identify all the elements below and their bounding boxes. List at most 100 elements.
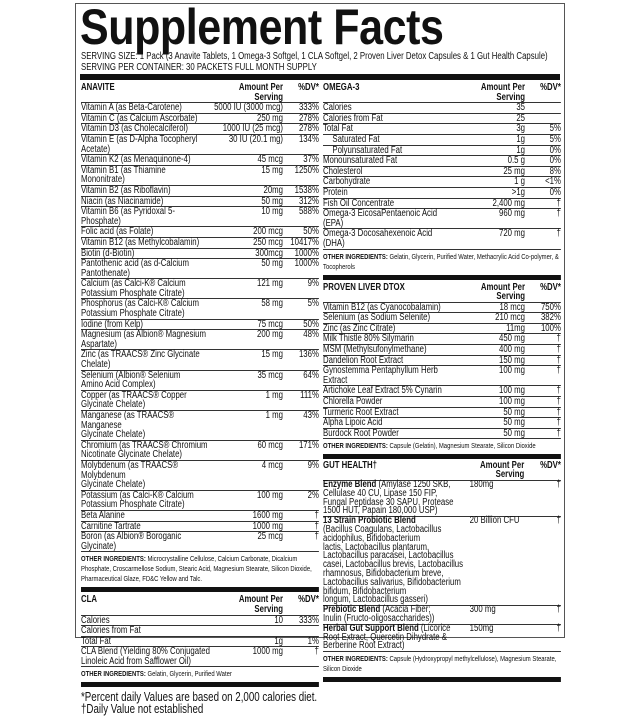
nutrient-row: CLA Blend (Yielding 80% Conjugated Linol… bbox=[81, 647, 319, 668]
nutrient-row: Chlorella Powder 100 mg † bbox=[323, 397, 561, 408]
nutrient-row: Potassium (as Calci-K® Calcium Potassium… bbox=[81, 490, 319, 511]
amount: 450 mg bbox=[498, 333, 526, 345]
ingredient-name: Vitamin E (as D-Alpha Tocopheryl Acetate… bbox=[81, 133, 198, 155]
nutrient-row: Milk Thistle 80% Silymarin 450 mg † bbox=[323, 333, 561, 346]
amount: 0.5 g bbox=[507, 155, 526, 167]
ingredient-name: Vitamin B2 (as Riboflavin) bbox=[81, 184, 171, 196]
ingredient-name: Boron (as Albion® Boroganic Glycinate) bbox=[81, 531, 182, 552]
daily-value: † bbox=[556, 417, 561, 429]
ingredient-name: Monounsaturated Fat bbox=[323, 155, 398, 167]
nutrient-row: Herbal Gut Support Blend (Licorice Root … bbox=[323, 622, 561, 653]
ingredient-name: Folic acid (as Folate) bbox=[81, 226, 154, 238]
amount: 1000 IU (25 mcg) bbox=[222, 123, 284, 135]
divider-bar bbox=[80, 74, 560, 80]
amount: 10 mg bbox=[261, 206, 284, 218]
section-omega: OMEGA-3 Amount Per Serving %DV* Calories 35 C… bbox=[323, 82, 561, 280]
daily-value: 134% bbox=[298, 133, 319, 145]
servings-per-container: SERVING PER CONTAINER: 30 PACKETS FULL M… bbox=[81, 61, 317, 73]
ingredient-name: Turmeric Root Extract bbox=[323, 406, 399, 418]
daily-value: † bbox=[556, 354, 561, 366]
daily-value: † bbox=[556, 479, 561, 490]
footnotes: *Percent daily Values are based on 2,000… bbox=[81, 691, 319, 716]
ingredient-name: Vitamin D3 (as Cholecalciferol) bbox=[81, 123, 188, 135]
ingredient-name: Vitamin B12 (as Methylcobalamin) bbox=[81, 236, 200, 248]
ingredient-name: Calcium (as Calci-K® Calcium Potassium P… bbox=[81, 278, 186, 299]
other-ingredients-label: OTHER INGREDIENTS: bbox=[323, 441, 388, 451]
amount: 300 mg bbox=[469, 604, 496, 616]
other-ingredients: OTHER INGREDIENTS: Microcrystalline Cell… bbox=[81, 552, 319, 585]
section-header: OMEGA-3 Amount Per Serving %DV* bbox=[323, 82, 561, 104]
nutrient-row: Beta Alanine 1600 mg † bbox=[81, 511, 319, 522]
amount: 18 mcg bbox=[499, 301, 526, 313]
daily-value: 278% bbox=[298, 123, 319, 135]
daily-value: 0% bbox=[549, 186, 561, 198]
daily-value: 5% bbox=[307, 298, 319, 310]
daily-value: † bbox=[556, 197, 561, 209]
footnote-dagger: †Daily Value not established bbox=[81, 702, 204, 716]
ingredient-name: Vitamin K2 (as Menaquinone-4) bbox=[81, 154, 191, 166]
ingredient-name: Selenium (Albion® Selenium Amino Acid Co… bbox=[81, 369, 181, 391]
section-header: PROVEN LIVER DTOX Amount Per Serving %DV* bbox=[323, 281, 561, 303]
divider-bar bbox=[323, 454, 561, 460]
amount: 1000 mg bbox=[252, 520, 284, 532]
nutrient-row: Fish Oil Concentrate 2,400 mg † bbox=[323, 197, 561, 210]
amount: 3g bbox=[516, 123, 526, 135]
other-ingredients-label: OTHER INGREDIENTS: bbox=[323, 654, 388, 664]
amount: 35 bbox=[516, 102, 526, 114]
ingredient-name: Iodine (from Kelp) bbox=[81, 318, 143, 330]
nutrient-row: Zinc (as TRAACS® Zinc Glycinate Chelate)… bbox=[81, 349, 319, 371]
other-ingredients-label: OTHER INGREDIENTS: bbox=[323, 251, 388, 261]
other-ingredients-text: Gelatin, Glycerin, Purified Water, Metha… bbox=[323, 251, 559, 271]
amount: 960 mg bbox=[498, 208, 526, 220]
daily-value: † bbox=[314, 509, 319, 521]
daily-value: 312% bbox=[298, 195, 319, 207]
dv-header: %DV* bbox=[540, 82, 561, 93]
daily-value: 37% bbox=[303, 154, 319, 166]
nutrient-row: Omega-3 Docosahexenoic Acid (DHA) 720 mg † bbox=[323, 229, 561, 250]
ingredient-name: Omega-3 EicosaPentaenoic Acid (EPA) bbox=[323, 208, 438, 229]
ingredient-name: Copper (as TRAACS® Copper Glycinate Chel… bbox=[81, 389, 187, 411]
dv-header: %DV* bbox=[540, 281, 561, 293]
daily-value: 1% bbox=[307, 635, 319, 647]
nutrient-row: Vitamin B12 (as Methylcobalamin) 250 mcg 1… bbox=[81, 238, 319, 249]
ingredient-name: Zinc (as TRAACS® Zinc Glycinate Chelate) bbox=[81, 349, 200, 371]
nutrient-row: Manganese (as TRAACS® Manganese Glycinat… bbox=[81, 411, 319, 441]
nutrient-row: Folic acid (as Folate) 200 mcg 50% bbox=[81, 227, 319, 238]
ingredient-name: Enzyme Blend (Amylase 1250 SKB, Cellulas… bbox=[323, 479, 470, 516]
daily-value: 100% bbox=[540, 322, 561, 334]
amount-header: Amount Per Serving bbox=[480, 82, 526, 103]
daily-value: 5% bbox=[549, 133, 561, 145]
left-column: ANAVITE Amount Per Serving %DV* Vitamin A (… bbox=[81, 82, 319, 716]
nutrient-row: Artichoke Leaf Extract 5% Cynarin 100 mg † bbox=[323, 386, 561, 398]
amount: 20mg bbox=[263, 184, 284, 196]
daily-value: † bbox=[556, 515, 561, 527]
blend-name: 13 Strain Probiotic Blend bbox=[323, 515, 416, 527]
blend-name: Enzyme Blend bbox=[323, 479, 377, 490]
daily-value: 588% bbox=[298, 206, 319, 218]
amount: 100 mg bbox=[498, 396, 526, 408]
ingredient-name: Alpha Lipoic Acid bbox=[323, 417, 383, 429]
other-ingredients-label: OTHER INGREDIENTS: bbox=[81, 669, 146, 679]
other-ingredients-text: Microcrystalline Cellulose, Calcium Carb… bbox=[81, 554, 312, 584]
nutrient-row: Calcium (as Calci-K® Calcium Potassium P… bbox=[81, 278, 319, 300]
ingredient-name: Calories from Fat bbox=[323, 112, 383, 124]
nutrient-row: MSM (Methylsufonylmethane) 400 mg † bbox=[323, 345, 561, 356]
blend-name: Herbal Gut Support Blend bbox=[323, 622, 419, 634]
nutrient-row: Turmeric Root Extract 50 mg † bbox=[323, 406, 561, 419]
amount: >1g bbox=[511, 186, 526, 198]
daily-value: 136% bbox=[298, 349, 319, 361]
amount: 250 mg bbox=[256, 112, 284, 124]
ingredient-name: Chromium (as TRAACS® Chromium Nicotinate… bbox=[81, 439, 208, 461]
amount: 400 mg bbox=[498, 344, 526, 356]
dv-header: %DV* bbox=[298, 82, 319, 93]
amount: 250 mcg bbox=[253, 236, 284, 248]
amount: 20 Billion CFU bbox=[469, 515, 520, 527]
dv-header: %DV* bbox=[298, 594, 319, 606]
daily-value bbox=[283, 626, 319, 636]
ingredient-name: Carbohydrate bbox=[323, 176, 371, 188]
daily-value: † bbox=[556, 406, 561, 418]
ingredient-name: Vitamin B1 (as Thiamine Mononitrate) bbox=[81, 164, 166, 186]
nutrient-row: 13 Strain Probiotic Blend (Bacillus Coag… bbox=[323, 515, 561, 607]
daily-value: 9% bbox=[307, 459, 319, 471]
ingredient-name: Magnesium (as Albion® Magnesium Aspartat… bbox=[81, 329, 206, 350]
